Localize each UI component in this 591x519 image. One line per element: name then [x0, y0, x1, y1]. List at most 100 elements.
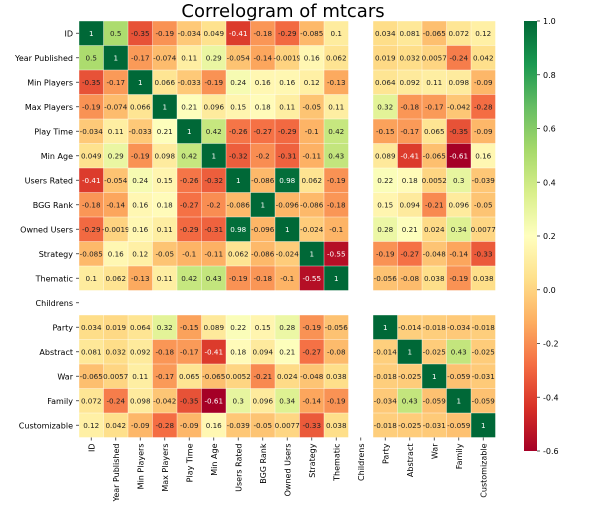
heatmap-cell	[397, 413, 422, 438]
cell-value-label: -0.32	[204, 176, 223, 185]
cell-value-label: 0.29	[108, 151, 124, 160]
cell-value-label: -0.065	[80, 372, 103, 381]
heatmap-cell	[250, 45, 275, 70]
heatmap-cell	[79, 413, 104, 438]
cell-value-label: -0.05	[253, 421, 272, 430]
cell-value-label: 0.12	[132, 249, 148, 258]
cell-value-label: -0.19	[327, 396, 346, 405]
heatmap-cell	[422, 241, 447, 266]
cell-value-label: 0.43	[451, 347, 467, 356]
cell-value-label: -0.1	[329, 225, 343, 234]
heatmap-cell	[397, 266, 422, 291]
row-label: Play Time	[34, 127, 73, 136]
heatmap-cell	[275, 241, 300, 266]
heatmap-cell	[324, 388, 349, 413]
cell-value-label: -0.26	[180, 176, 199, 185]
heatmap-cell	[275, 45, 300, 70]
heatmap-cell	[397, 315, 422, 340]
cell-value-label: 0.024	[424, 225, 445, 234]
heatmap-cell	[128, 364, 153, 389]
heatmap-cell	[299, 364, 324, 389]
heatmap-cell	[250, 143, 275, 168]
heatmap-cell	[275, 339, 300, 364]
heatmap-cell	[103, 364, 128, 389]
cell-value-label: -0.18	[82, 200, 101, 209]
heatmap-cell	[177, 192, 202, 217]
cell-value-label: 0.096	[448, 200, 469, 209]
cell-value-label: -0.086	[251, 176, 275, 185]
cell-value-label: 0.038	[326, 421, 347, 430]
heatmap-cell	[128, 217, 153, 242]
heatmap-cell	[422, 70, 447, 95]
heatmap-cell	[201, 192, 226, 217]
cell-value-label: -0.059	[447, 372, 471, 381]
cell-value-label: 0.094	[399, 200, 420, 209]
heatmap-cell	[128, 119, 153, 144]
cell-value-label: -0.29	[180, 225, 199, 234]
heatmap-cell	[471, 339, 496, 364]
cell-value-label: 0.1	[331, 29, 342, 38]
cell-value-label: 0.15	[255, 323, 271, 332]
heatmap-cell	[226, 119, 251, 144]
heatmap-cell	[250, 339, 275, 364]
cell-value-label: 0.062	[301, 176, 322, 185]
heatmap-cell	[471, 119, 496, 144]
cell-value-label: 1	[138, 78, 143, 87]
heatmap-cell	[446, 388, 471, 413]
column-label: Play Time	[185, 443, 194, 482]
heatmap-cell	[128, 94, 153, 119]
row-labels: ID Year Published Min Players Max Players Pl…	[14, 29, 79, 430]
heatmap-cell	[422, 94, 447, 119]
heatmap-cell	[471, 388, 496, 413]
heatmap-cell	[275, 364, 300, 389]
cell-value-label: 1	[309, 249, 314, 258]
heatmap-cell	[79, 45, 104, 70]
cell-value-label: 0.28	[377, 225, 393, 234]
cell-value-label: -0.17	[400, 127, 419, 136]
heatmap-cell	[324, 168, 349, 193]
cell-value-label: -0.034	[178, 29, 202, 38]
heatmap-cell	[250, 388, 275, 413]
heatmap-cell	[250, 70, 275, 95]
cell-value-label: -0.19	[155, 29, 174, 38]
cell-value-label: 0.32	[157, 323, 173, 332]
chart-title: Correlogram of mtcars	[181, 1, 384, 22]
cell-value-label: 0.098	[448, 78, 469, 87]
heatmap-cell	[299, 21, 324, 46]
cell-value-label: 0.049	[81, 151, 102, 160]
cell-value-label: -0.085	[80, 249, 103, 258]
cell-value-label: -0.024	[300, 225, 324, 234]
heatmap-cell	[250, 315, 275, 340]
cell-value-label: 0.16	[206, 421, 222, 430]
cell-value-label: 1	[89, 29, 94, 38]
cell-value-label: 0.062	[228, 249, 249, 258]
cell-value-label: -0.048	[423, 249, 447, 258]
heatmap-cell	[250, 364, 275, 389]
cell-value-label: -0.33	[302, 421, 321, 430]
cell-value-label: -0.27	[302, 347, 321, 356]
cell-value-label: -0.18	[400, 102, 419, 111]
heatmap-cell	[299, 217, 324, 242]
heatmap-cell	[324, 21, 349, 46]
heatmap-cell	[324, 217, 349, 242]
heatmap-cell	[79, 388, 104, 413]
cell-value-label: 0.11	[181, 53, 197, 62]
cell-value-label: -0.29	[82, 225, 101, 234]
heatmap-cell	[471, 168, 496, 193]
cell-value-label: -0.24	[449, 53, 468, 62]
heatmap-cell	[226, 70, 251, 95]
cell-value-label: -0.11	[302, 151, 321, 160]
heatmap-cell	[177, 168, 202, 193]
heatmap-cell	[422, 168, 447, 193]
heatmap-cell	[324, 143, 349, 168]
heatmap-cell	[79, 143, 104, 168]
heatmap-cell	[397, 143, 422, 168]
cell-value-label: 0.089	[375, 151, 396, 160]
cell-value-label: 0.98	[230, 225, 246, 234]
heatmap-cell	[177, 94, 202, 119]
heatmap-cell	[103, 388, 128, 413]
cell-value-label: -0.19	[229, 274, 248, 283]
heatmap-cell	[128, 241, 153, 266]
heatmap-cell	[422, 364, 447, 389]
cell-value-label: 1	[236, 176, 241, 185]
